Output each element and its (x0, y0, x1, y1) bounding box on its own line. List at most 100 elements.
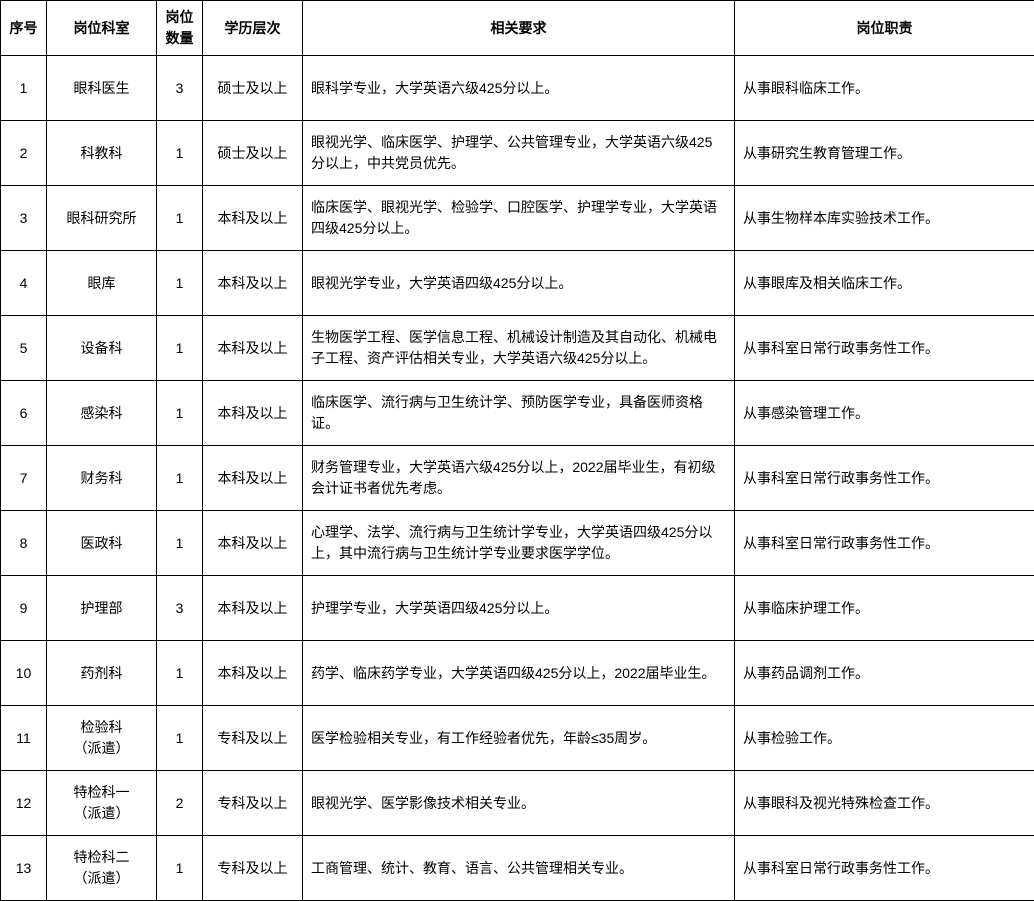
cell-duty: 从事研究生教育管理工作。 (735, 121, 1034, 186)
cell-count: 1 (157, 706, 203, 771)
cell-count: 1 (157, 836, 203, 901)
cell-no: 5 (1, 316, 47, 381)
cell-edu: 专科及以上 (203, 706, 303, 771)
cell-duty: 从事检验工作。 (735, 706, 1034, 771)
cell-count: 1 (157, 511, 203, 576)
cell-no: 13 (1, 836, 47, 901)
cell-req: 眼科学专业，大学英语六级425分以上。 (303, 56, 735, 121)
cell-dept: 药剂科 (47, 641, 157, 706)
cell-req: 心理学、法学、流行病与卫生统计学专业，大学英语四级425分以上，其中流行病与卫生… (303, 511, 735, 576)
cell-edu: 专科及以上 (203, 771, 303, 836)
table-row: 5设备科1本科及以上生物医学工程、医学信息工程、机械设计制造及其自动化、机械电子… (1, 316, 1034, 381)
cell-duty: 从事眼科及视光特殊检查工作。 (735, 771, 1034, 836)
cell-count: 2 (157, 771, 203, 836)
col-header-dept: 岗位科室 (47, 1, 157, 56)
job-posting-table-wrap: 序号 岗位科室 岗位数量 学历层次 相关要求 岗位职责 1眼科医生3硕士及以上眼… (0, 0, 1034, 901)
cell-count: 1 (157, 381, 203, 446)
cell-req: 财务管理专业，大学英语六级425分以上，2022届毕业生，有初级会计证书者优先考… (303, 446, 735, 511)
col-header-duty: 岗位职责 (735, 1, 1034, 56)
cell-dept: 设备科 (47, 316, 157, 381)
col-header-count: 岗位数量 (157, 1, 203, 56)
col-header-req: 相关要求 (303, 1, 735, 56)
cell-count: 3 (157, 576, 203, 641)
cell-edu: 硕士及以上 (203, 56, 303, 121)
cell-no: 9 (1, 576, 47, 641)
table-row: 8医政科1本科及以上心理学、法学、流行病与卫生统计学专业，大学英语四级425分以… (1, 511, 1034, 576)
cell-req: 临床医学、流行病与卫生统计学、预防医学专业，具备医师资格证。 (303, 381, 735, 446)
cell-edu: 本科及以上 (203, 186, 303, 251)
cell-no: 6 (1, 381, 47, 446)
job-posting-table: 序号 岗位科室 岗位数量 学历层次 相关要求 岗位职责 1眼科医生3硕士及以上眼… (0, 0, 1034, 901)
cell-duty: 从事感染管理工作。 (735, 381, 1034, 446)
cell-count: 1 (157, 316, 203, 381)
cell-dept: 感染科 (47, 381, 157, 446)
cell-edu: 本科及以上 (203, 641, 303, 706)
table-row: 12特检科一（派遣）2专科及以上眼视光学、医学影像技术相关专业。从事眼科及视光特… (1, 771, 1034, 836)
table-row: 10药剂科1本科及以上药学、临床药学专业，大学英语四级425分以上，2022届毕… (1, 641, 1034, 706)
cell-dept: 检验科（派遣） (47, 706, 157, 771)
cell-duty: 从事临床护理工作。 (735, 576, 1034, 641)
cell-dept: 特检科二（派遣） (47, 836, 157, 901)
cell-req: 医学检验相关专业，有工作经验者优先，年龄≤35周岁。 (303, 706, 735, 771)
cell-dept: 医政科 (47, 511, 157, 576)
cell-edu: 本科及以上 (203, 316, 303, 381)
cell-duty: 从事眼库及相关临床工作。 (735, 251, 1034, 316)
cell-duty: 从事科室日常行政事务性工作。 (735, 316, 1034, 381)
cell-count: 1 (157, 251, 203, 316)
cell-no: 4 (1, 251, 47, 316)
cell-dept: 眼科医生 (47, 56, 157, 121)
table-row: 7财务科1本科及以上财务管理专业，大学英语六级425分以上，2022届毕业生，有… (1, 446, 1034, 511)
cell-req: 眼视光学、医学影像技术相关专业。 (303, 771, 735, 836)
cell-no: 7 (1, 446, 47, 511)
cell-no: 8 (1, 511, 47, 576)
cell-req: 眼视光学、临床医学、护理学、公共管理专业，大学英语六级425分以上，中共党员优先… (303, 121, 735, 186)
cell-no: 12 (1, 771, 47, 836)
table-row: 3眼科研究所1本科及以上临床医学、眼视光学、检验学、口腔医学、护理学专业，大学英… (1, 186, 1034, 251)
cell-req: 护理学专业，大学英语四级425分以上。 (303, 576, 735, 641)
table-row: 9护理部3本科及以上护理学专业，大学英语四级425分以上。从事临床护理工作。 (1, 576, 1034, 641)
cell-count: 1 (157, 121, 203, 186)
cell-count: 1 (157, 446, 203, 511)
table-row: 1眼科医生3硕士及以上眼科学专业，大学英语六级425分以上。从事眼科临床工作。 (1, 56, 1034, 121)
table-header: 序号 岗位科室 岗位数量 学历层次 相关要求 岗位职责 (1, 1, 1034, 56)
cell-dept: 财务科 (47, 446, 157, 511)
cell-duty: 从事眼科临床工作。 (735, 56, 1034, 121)
cell-edu: 本科及以上 (203, 381, 303, 446)
cell-req: 临床医学、眼视光学、检验学、口腔医学、护理学专业，大学英语四级425分以上。 (303, 186, 735, 251)
table-row: 2科教科1硕士及以上眼视光学、临床医学、护理学、公共管理专业，大学英语六级425… (1, 121, 1034, 186)
cell-duty: 从事生物样本库实验技术工作。 (735, 186, 1034, 251)
cell-edu: 专科及以上 (203, 836, 303, 901)
cell-dept: 科教科 (47, 121, 157, 186)
cell-req: 药学、临床药学专业，大学英语四级425分以上，2022届毕业生。 (303, 641, 735, 706)
cell-dept: 眼库 (47, 251, 157, 316)
cell-no: 10 (1, 641, 47, 706)
cell-edu: 本科及以上 (203, 576, 303, 641)
cell-edu: 本科及以上 (203, 511, 303, 576)
cell-req: 生物医学工程、医学信息工程、机械设计制造及其自动化、机械电子工程、资产评估相关专… (303, 316, 735, 381)
cell-duty: 从事药品调剂工作。 (735, 641, 1034, 706)
table-row: 13特检科二（派遣）1专科及以上工商管理、统计、教育、语言、公共管理相关专业。从… (1, 836, 1034, 901)
cell-req: 工商管理、统计、教育、语言、公共管理相关专业。 (303, 836, 735, 901)
cell-dept: 特检科一（派遣） (47, 771, 157, 836)
cell-count: 3 (157, 56, 203, 121)
cell-duty: 从事科室日常行政事务性工作。 (735, 446, 1034, 511)
table-row: 4眼库1本科及以上眼视光学专业，大学英语四级425分以上。从事眼库及相关临床工作… (1, 251, 1034, 316)
cell-no: 1 (1, 56, 47, 121)
cell-edu: 本科及以上 (203, 251, 303, 316)
cell-count: 1 (157, 186, 203, 251)
cell-req: 眼视光学专业，大学英语四级425分以上。 (303, 251, 735, 316)
cell-no: 3 (1, 186, 47, 251)
cell-edu: 本科及以上 (203, 446, 303, 511)
cell-duty: 从事科室日常行政事务性工作。 (735, 836, 1034, 901)
table-row: 11检验科（派遣）1专科及以上医学检验相关专业，有工作经验者优先，年龄≤35周岁… (1, 706, 1034, 771)
cell-dept: 眼科研究所 (47, 186, 157, 251)
cell-no: 2 (1, 121, 47, 186)
col-header-no: 序号 (1, 1, 47, 56)
cell-count: 1 (157, 641, 203, 706)
cell-dept: 护理部 (47, 576, 157, 641)
table-body: 1眼科医生3硕士及以上眼科学专业，大学英语六级425分以上。从事眼科临床工作。2… (1, 56, 1034, 901)
table-row: 6感染科1本科及以上临床医学、流行病与卫生统计学、预防医学专业，具备医师资格证。… (1, 381, 1034, 446)
cell-no: 11 (1, 706, 47, 771)
cell-edu: 硕士及以上 (203, 121, 303, 186)
col-header-edu: 学历层次 (203, 1, 303, 56)
